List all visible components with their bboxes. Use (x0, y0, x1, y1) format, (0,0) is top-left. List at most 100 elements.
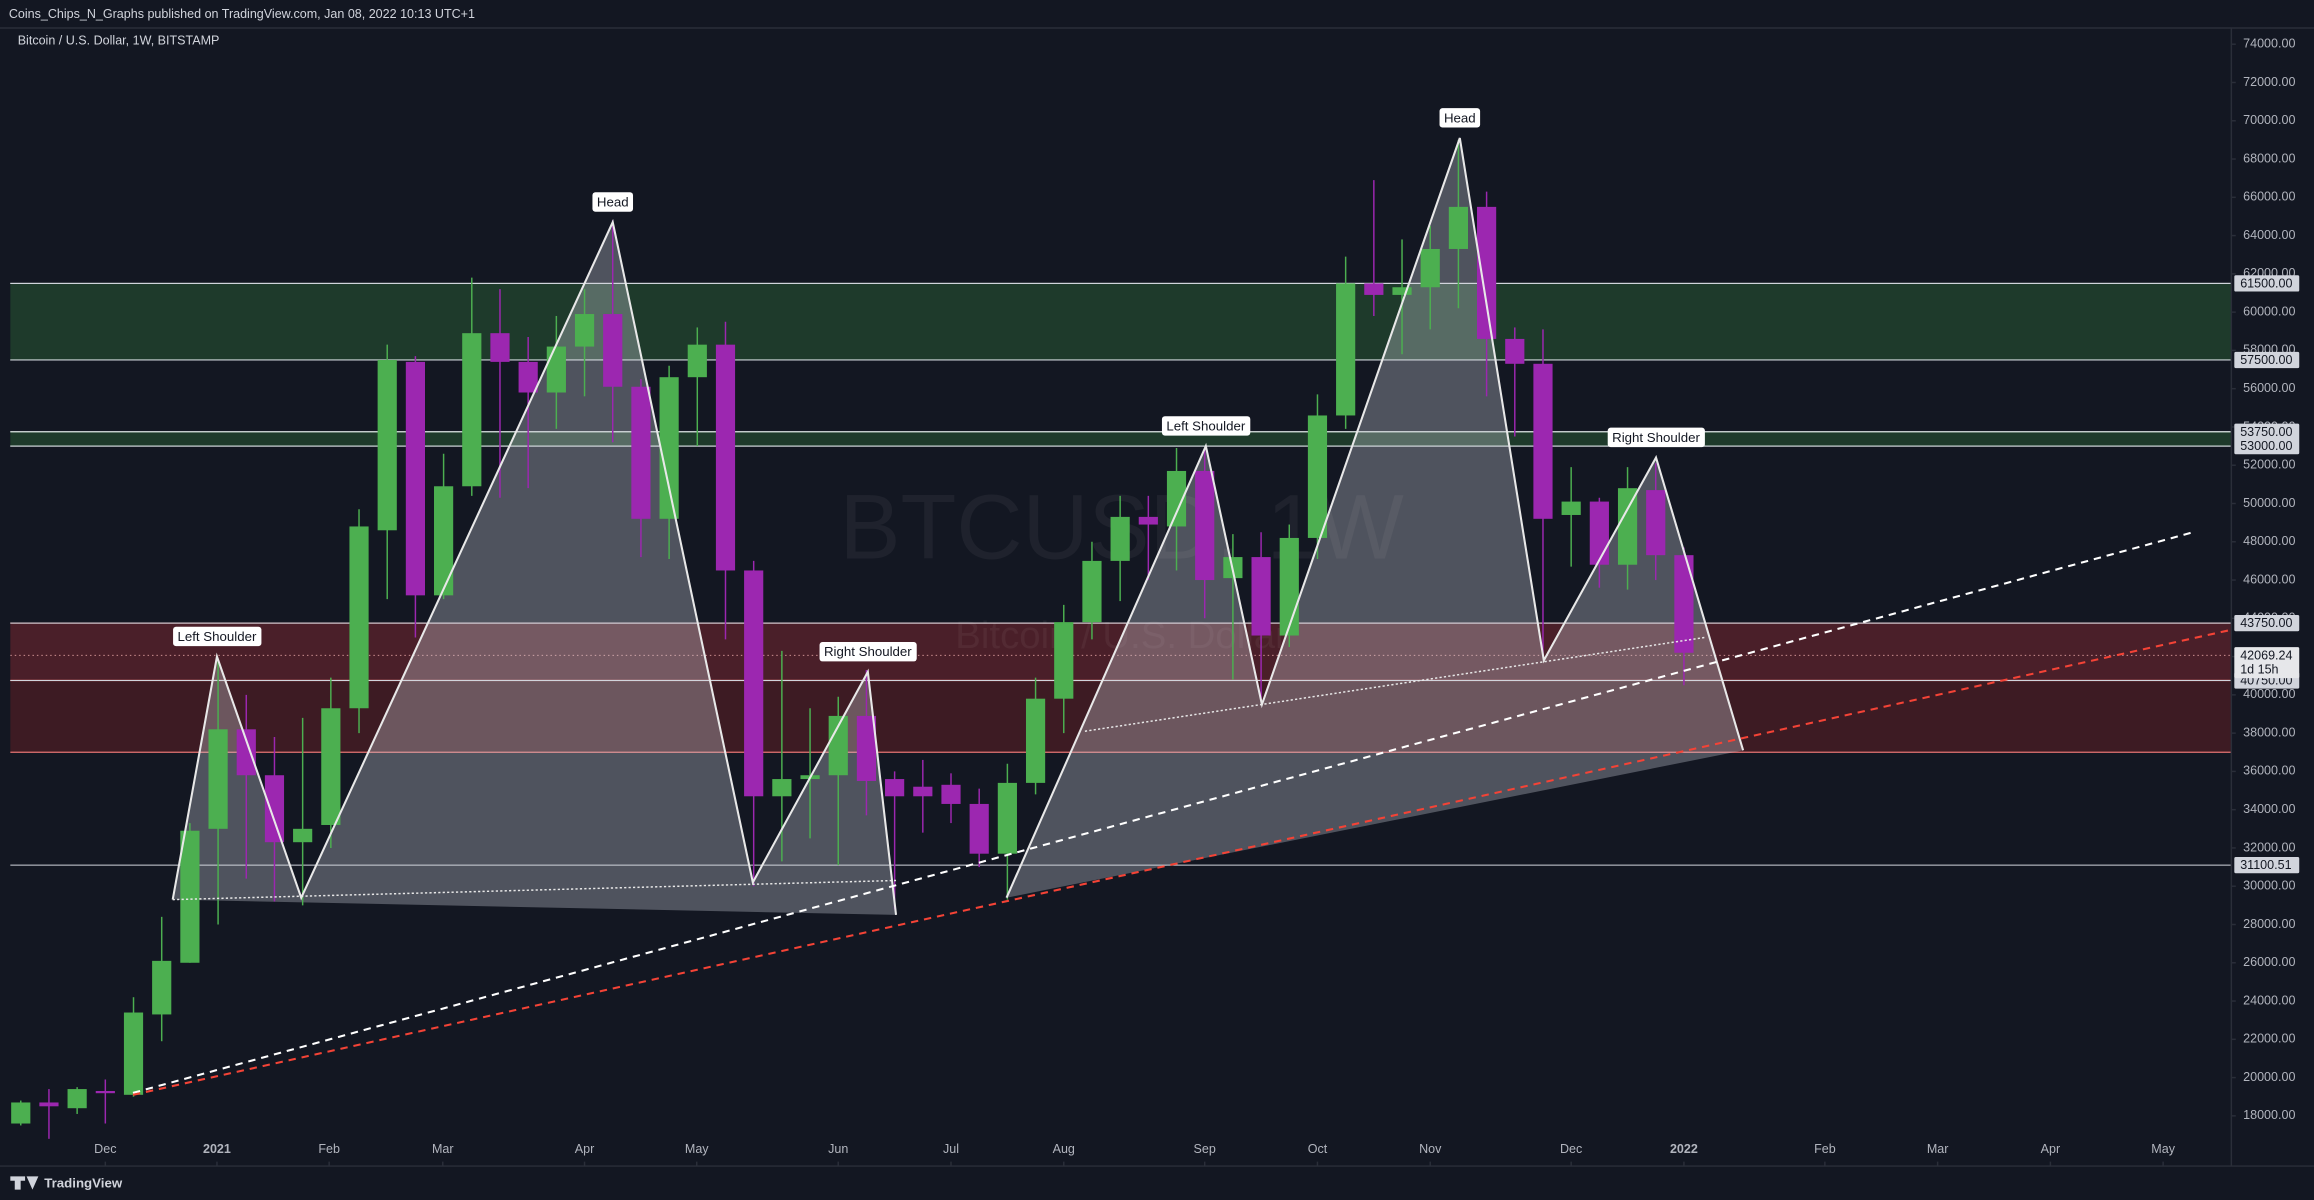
y-tick-label: 36000.00 (2243, 764, 2295, 778)
x-tick-label: Sep (1194, 1142, 1216, 1156)
candle-body (321, 708, 341, 825)
y-tick-label: 32000.00 (2243, 840, 2295, 854)
candle-body (1674, 555, 1694, 653)
pattern-label: Left Shoulder (1166, 418, 1245, 433)
pattern-label: Head (1444, 110, 1476, 125)
y-tick-label: 46000.00 (2243, 572, 2295, 586)
y-tick-label: 28000.00 (2243, 917, 2295, 931)
x-tick-label: Apr (575, 1142, 595, 1156)
candle-body (264, 775, 285, 843)
pattern-outline (1005, 137, 1745, 899)
publisher-header: Coins_Chips_N_Graphs published on Tradin… (9, 7, 475, 21)
y-tick-label: 34000.00 (2243, 802, 2295, 816)
price-zone (10, 283, 2232, 360)
x-tick-label: May (2151, 1142, 2175, 1156)
candle-body (490, 333, 510, 362)
y-tick-label: 50000.00 (2243, 496, 2295, 510)
pattern-label-box (173, 626, 262, 647)
y-tick-label: 60000.00 (2243, 304, 2295, 318)
y-tick-label: 74000.00 (2243, 37, 2295, 51)
candle-body (941, 784, 961, 804)
pattern-label-box (1607, 427, 1705, 448)
candle-body (856, 715, 877, 781)
pattern-neckline (1084, 636, 1705, 732)
y-tick-label: 56000.00 (2243, 381, 2295, 395)
candle-body (208, 729, 228, 829)
y-tick-label: 22000.00 (2243, 1032, 2295, 1046)
candle-body (744, 570, 764, 797)
tradingview-logo (10, 1176, 39, 1190)
x-tick-label: Aug (1053, 1142, 1075, 1156)
y-tick-label: 68000.00 (2243, 151, 2295, 165)
pattern-label-box (592, 192, 634, 212)
candle-body (349, 526, 369, 709)
level-label: 61500.00 (2240, 276, 2292, 290)
level-label-box (2234, 351, 2300, 369)
zones (10, 282, 2232, 866)
x-tick-label: Oct (1308, 1142, 1328, 1156)
candle-body (1477, 206, 1497, 339)
countdown-label: 1d 15h (2240, 662, 2278, 676)
x-tick-label: Feb (1814, 1142, 1836, 1156)
trend-line (132, 531, 2194, 1094)
level-label-box (2234, 614, 2300, 632)
candle-body (1082, 560, 1102, 623)
pattern-outline (171, 218, 898, 916)
candle-body (603, 314, 623, 387)
candle-body (1279, 537, 1299, 636)
y-tick-label: 38000.00 (2243, 725, 2295, 739)
pattern-label: Left Shoulder (177, 629, 256, 644)
candle-body (1448, 206, 1469, 249)
candle-body (885, 779, 905, 797)
candle-body (687, 344, 707, 378)
candle-body (405, 361, 426, 596)
x-tick-label: Jun (828, 1142, 848, 1156)
candle-body (659, 377, 679, 519)
pattern-label: Head (597, 195, 629, 210)
y-tick-label: 26000.00 (2243, 955, 2295, 969)
y-tick-label: 20000.00 (2243, 1070, 2295, 1084)
x-tick-label: Jul (943, 1142, 959, 1156)
candle-body (1505, 338, 1525, 364)
level-label: 53750.00 (2240, 425, 2292, 439)
level-label: 31100.51 (2240, 858, 2291, 872)
price-zone (10, 680, 2232, 753)
symbol-title: Bitcoin / U.S. Dollar, 1W, BITSTAMP (18, 34, 220, 48)
candle-body (1307, 415, 1328, 538)
x-tick-label: Dec (94, 1142, 116, 1156)
candle-body (1364, 283, 1384, 295)
level-label-box (2234, 437, 2300, 455)
level-label: 57500.00 (2240, 353, 2292, 367)
x-tick-label: Feb (318, 1142, 340, 1156)
level-label-box (2234, 275, 2300, 292)
pattern-label: Right Shoulder (824, 644, 912, 659)
x-tick-label: Mar (432, 1142, 454, 1156)
pattern-neckline (172, 879, 897, 901)
x-tick-label: Mar (1927, 1142, 1949, 1156)
y-tick-label: 52000.00 (2243, 458, 2295, 472)
candle-body (997, 782, 1017, 854)
x-tick-label: 2021 (203, 1142, 231, 1156)
candle-body (95, 1090, 115, 1094)
level-label: 43750.00 (2240, 616, 2292, 630)
pattern-label: Right Shoulder (1612, 430, 1700, 445)
candle-body (434, 486, 454, 596)
y-tick-label: 18000.00 (2243, 1108, 2295, 1122)
pattern-label-box (819, 642, 917, 662)
candle-body (1110, 516, 1130, 561)
candle-body (772, 779, 792, 797)
candle-body (1166, 470, 1187, 527)
candle-body (1533, 363, 1553, 519)
candle-body (715, 344, 736, 571)
candle-body (1054, 622, 1074, 699)
candle-body (828, 715, 848, 776)
candle-body (67, 1089, 87, 1109)
pattern-label-box (1439, 108, 1481, 128)
y-tick-label: 72000.00 (2243, 75, 2295, 89)
candle-body (1420, 248, 1440, 288)
pattern-label-box (1161, 416, 1251, 436)
candle-body (462, 333, 482, 487)
